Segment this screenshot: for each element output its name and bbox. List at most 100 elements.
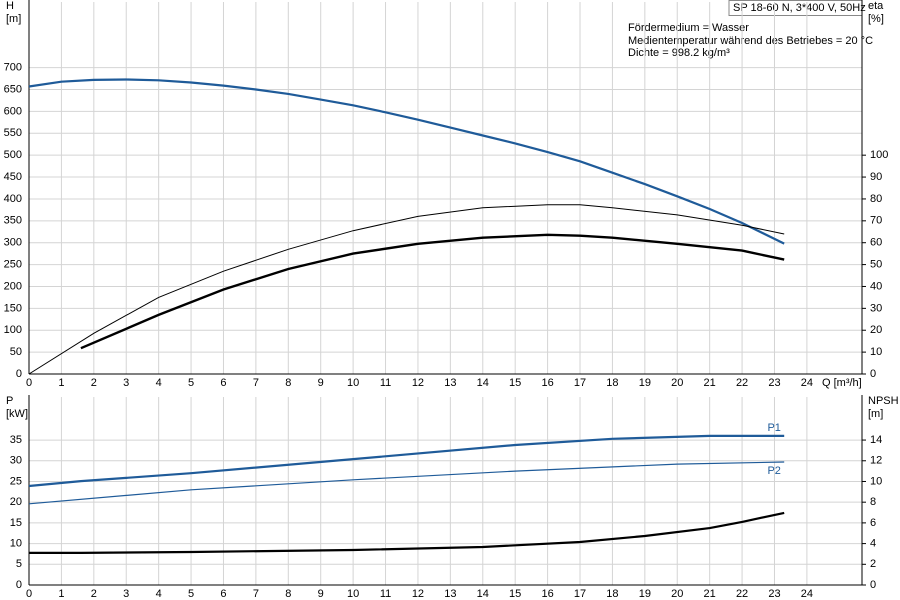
y2-tick-label: 14 xyxy=(870,434,882,446)
y2-tick-label: 30 xyxy=(870,302,882,314)
y2-axis-title: [m] xyxy=(868,408,883,420)
x-tick-label: 10 xyxy=(347,588,359,600)
x-tick-label: 7 xyxy=(253,377,259,389)
x-tick-label: 3 xyxy=(123,588,129,600)
y2-tick-label: 60 xyxy=(870,237,882,249)
x-tick-label: 9 xyxy=(318,377,324,389)
x-tick-label: 21 xyxy=(704,377,716,389)
x-tick-label: 12 xyxy=(412,377,424,389)
x-tick-label: 23 xyxy=(768,377,780,389)
x-tick-label: 19 xyxy=(639,588,651,600)
y-axis-title: P xyxy=(6,395,13,407)
y2-tick-label: 70 xyxy=(870,215,882,227)
x-tick-label: 10 xyxy=(347,377,359,389)
y2-tick-label: 6 xyxy=(870,517,876,529)
y-tick-label: 100 xyxy=(4,324,22,336)
x-tick-label: 7 xyxy=(253,588,259,600)
x-tick-label: 9 xyxy=(318,588,324,600)
y-tick-label: 250 xyxy=(4,258,22,270)
info-line: Dichte = 998.2 kg/m³ xyxy=(628,47,730,59)
y-tick-label: 20 xyxy=(10,496,22,508)
curve xyxy=(80,233,785,350)
x-tick-label: 2 xyxy=(91,377,97,389)
y-axis-title: [kW] xyxy=(6,408,28,420)
x-tick-label: 13 xyxy=(444,377,456,389)
x-tick-label: 15 xyxy=(509,588,521,600)
x-axis-title: Q [m³/h] xyxy=(822,377,862,389)
y2-tick-label: 10 xyxy=(870,346,882,358)
y2-tick-label: 0 xyxy=(870,368,876,380)
x-tick-label: 14 xyxy=(477,588,489,600)
y2-tick-label: 40 xyxy=(870,280,882,292)
x-tick-label: 0 xyxy=(26,588,32,600)
x-tick-label: 18 xyxy=(606,588,618,600)
x-tick-label: 2 xyxy=(91,588,97,600)
y2-tick-label: 4 xyxy=(870,537,876,549)
x-tick-label: 15 xyxy=(509,377,521,389)
series-label: P1 xyxy=(767,422,780,434)
y-tick-label: 350 xyxy=(4,215,22,227)
y-tick-label: 35 xyxy=(10,434,22,446)
x-tick-label: 5 xyxy=(188,588,194,600)
x-tick-label: 16 xyxy=(541,588,553,600)
y-tick-label: 50 xyxy=(10,346,22,358)
curve xyxy=(28,434,785,488)
y2-tick-label: 8 xyxy=(870,496,876,508)
y-tick-label: 400 xyxy=(4,193,22,205)
x-tick-label: 16 xyxy=(541,377,553,389)
x-tick-label: 12 xyxy=(412,588,424,600)
x-tick-label: 1 xyxy=(58,377,64,389)
x-tick-label: 13 xyxy=(444,588,456,600)
y2-tick-label: 20 xyxy=(870,324,882,336)
y-tick-label: 150 xyxy=(4,302,22,314)
x-tick-label: 19 xyxy=(639,377,651,389)
y2-axis-title: eta xyxy=(868,0,884,12)
y2-axis-title: [%] xyxy=(868,13,884,25)
x-tick-label: 17 xyxy=(574,588,586,600)
y-tick-label: 500 xyxy=(4,149,22,161)
x-tick-label: 24 xyxy=(801,588,813,600)
curve xyxy=(29,511,785,554)
y-tick-label: 600 xyxy=(4,105,22,117)
x-tick-label: 4 xyxy=(156,588,162,600)
x-tick-label: 20 xyxy=(671,588,683,600)
y-tick-label: 650 xyxy=(4,83,22,95)
y-tick-label: 5 xyxy=(16,558,22,570)
x-tick-label: 1 xyxy=(58,588,64,600)
x-tick-label: 4 xyxy=(156,377,162,389)
y-tick-label: 200 xyxy=(4,280,22,292)
x-tick-label: 5 xyxy=(188,377,194,389)
y2-tick-label: 80 xyxy=(870,193,882,205)
y-tick-label: 0 xyxy=(16,579,22,591)
x-tick-label: 6 xyxy=(220,377,226,389)
y-tick-label: 25 xyxy=(10,475,22,487)
y-tick-label: 10 xyxy=(10,537,22,549)
x-tick-label: 6 xyxy=(220,588,226,600)
info-line: Medientemperatur während des Betriebes =… xyxy=(628,35,873,47)
y2-tick-label: 50 xyxy=(870,258,882,270)
y2-tick-label: 90 xyxy=(870,171,882,183)
curve xyxy=(28,461,785,505)
curve xyxy=(28,204,785,375)
x-tick-label: 22 xyxy=(736,588,748,600)
y2-tick-label: 100 xyxy=(870,149,888,161)
y2-tick-label: 10 xyxy=(870,475,882,487)
y-tick-label: 15 xyxy=(10,517,22,529)
y-axis-title: [m] xyxy=(6,13,21,25)
x-tick-label: 8 xyxy=(285,377,291,389)
y-tick-label: 450 xyxy=(4,171,22,183)
series-label: P2 xyxy=(767,465,780,477)
x-tick-label: 11 xyxy=(380,377,391,389)
x-tick-label: 8 xyxy=(285,588,291,600)
x-tick-label: 11 xyxy=(380,588,391,600)
y-tick-label: 550 xyxy=(4,127,22,139)
info-title: SP 18-60 N, 3*400 V, 50Hz xyxy=(733,2,866,14)
x-tick-label: 22 xyxy=(736,377,748,389)
y2-tick-label: 0 xyxy=(870,579,876,591)
y2-axis-title: NPSH xyxy=(868,395,899,407)
curve xyxy=(28,78,785,245)
x-tick-label: 18 xyxy=(606,377,618,389)
x-tick-label: 21 xyxy=(704,588,716,600)
x-tick-label: 20 xyxy=(671,377,683,389)
